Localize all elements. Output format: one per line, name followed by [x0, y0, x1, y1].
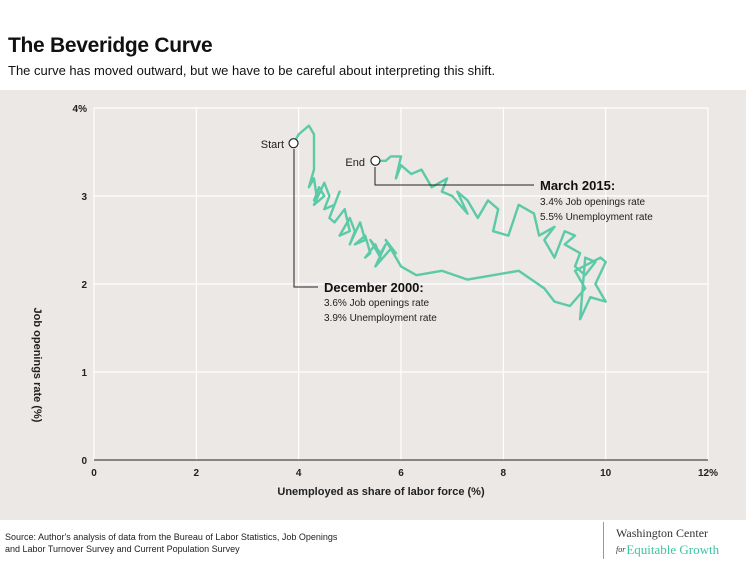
beveridge-curve-line — [292, 124, 607, 321]
x-tick-label: 12% — [698, 468, 718, 479]
tick-layer: 0 2 4 6 8 10 12% 0 1 2 3 4% — [73, 104, 719, 479]
header: The Beveridge Curve The curve has moved … — [0, 0, 746, 90]
page-subtitle: The curve has moved outward, but we have… — [8, 63, 496, 78]
y-tick-label: 2 — [81, 280, 87, 291]
y-tick-label: 3 — [81, 192, 87, 203]
december-2000-heading: December 2000: — [324, 280, 424, 295]
brand-name-line1: Washington Center — [616, 526, 709, 540]
y-axis-label: Job openings rate (%) — [31, 308, 43, 423]
source-line-2: and Labor Turnover Survey and Current Po… — [5, 544, 240, 554]
march-2015-heading: March 2015: — [540, 178, 615, 193]
source-line-1: Source: Author's analysis of data from t… — [5, 532, 338, 542]
x-tick-label: 6 — [398, 468, 404, 479]
brand-equitable-growth: Equitable Growth — [626, 542, 720, 557]
december-leader-line — [293, 149, 318, 288]
y-tick-label: 4% — [73, 104, 88, 115]
december-2000-openings: 3.6% Job openings rate — [324, 298, 430, 309]
start-label: Start — [261, 139, 284, 151]
march-2015-openings: 3.4% Job openings rate — [540, 197, 646, 208]
footer — [0, 520, 746, 569]
brand-logo: Washington Center forEquitable Growth — [603, 522, 719, 559]
grid-layer — [93, 107, 709, 461]
x-tick-label: 0 — [91, 468, 97, 479]
brand-for: for — [616, 545, 626, 554]
beveridge-chart: 0 2 4 6 8 10 12% 0 1 2 3 4% Unemployed as share of … — [31, 104, 719, 498]
x-tick-label: 10 — [600, 468, 612, 479]
y-tick-label: 0 — [81, 456, 87, 467]
x-tick-label: 4 — [296, 468, 302, 479]
x-tick-label: 2 — [194, 468, 200, 479]
brand-name-line2: forEquitable Growth — [616, 542, 719, 558]
march-2015-unemployment: 5.5% Unemployment rate — [540, 212, 653, 223]
page-title: The Beveridge Curve — [8, 34, 213, 57]
x-axis-label: Unemployed as share of labor force (%) — [277, 486, 485, 498]
end-marker — [370, 155, 381, 166]
source-note: Source: Author's analysis of data from t… — [5, 531, 375, 555]
x-tick-label: 8 — [501, 468, 507, 479]
y-tick-label: 1 — [81, 368, 87, 379]
end-label: End — [345, 157, 365, 169]
march-leader-line — [374, 167, 534, 186]
start-marker — [288, 138, 299, 149]
december-2000-unemployment: 3.9% Unemployment rate — [324, 313, 437, 324]
